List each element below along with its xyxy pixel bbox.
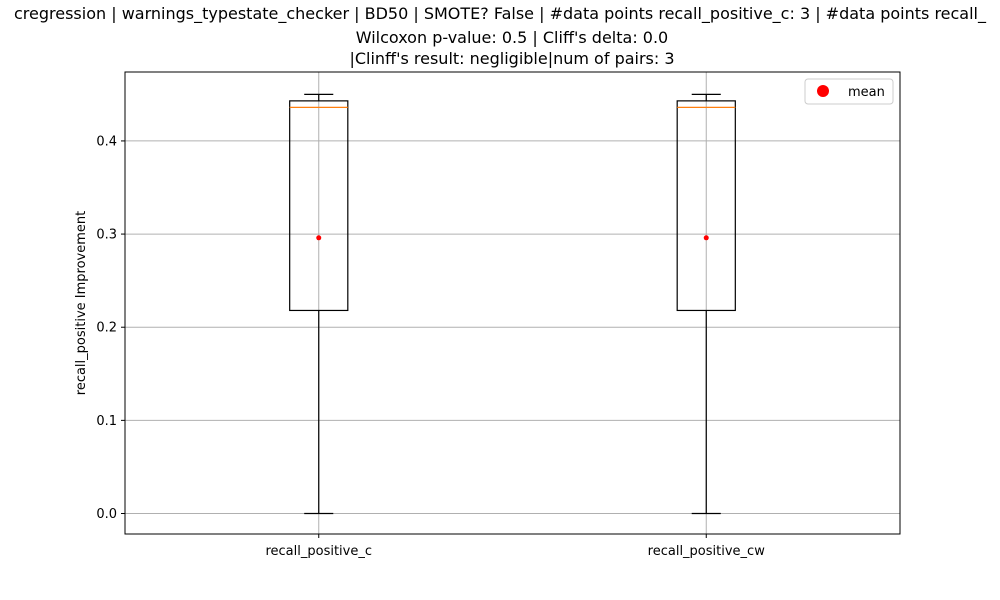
- boxes: [289, 93, 736, 515]
- y-tick-label: 0.0: [96, 507, 117, 522]
- chart-title: cregression | warnings_typestate_checker…: [14, 4, 987, 68]
- legend-mean-marker: [817, 85, 829, 97]
- box-recall_positive_c: [289, 93, 349, 515]
- legend: mean: [804, 78, 894, 105]
- iqr-box: [676, 100, 736, 312]
- axis-ticks: 0.0 0.1 0.2 0.3 0.4 recall_positive_c recall_p…: [96, 134, 765, 559]
- mean-marker: [316, 235, 322, 241]
- mean-marker: [703, 235, 709, 241]
- legend-mean-label: mean: [848, 85, 885, 100]
- title-line-3: |Clinff's result: negligible|num of pair…: [349, 49, 674, 68]
- y-tick-label: 0.1: [96, 414, 117, 429]
- y-tick-label: 0.2: [96, 321, 117, 336]
- title-line-2: Wilcoxon p-value: 0.5 | Cliff's delta: 0…: [356, 28, 668, 47]
- y-tick-label: 0.3: [96, 228, 117, 243]
- y-axis-label: recall_positive Improvement: [74, 211, 89, 395]
- legend-frame: [804, 78, 894, 105]
- x-tick-label: recall_positive_cw: [648, 544, 766, 559]
- x-tick-label: recall_positive_c: [265, 544, 372, 559]
- y-tick-label: 0.4: [96, 134, 117, 149]
- grid-lines: [125, 72, 900, 534]
- title-line-1: cregression | warnings_typestate_checker…: [14, 4, 987, 24]
- box-recall_positive_cw: [676, 93, 736, 515]
- plot-area-frame: [124, 71, 901, 535]
- iqr-box: [289, 100, 349, 312]
